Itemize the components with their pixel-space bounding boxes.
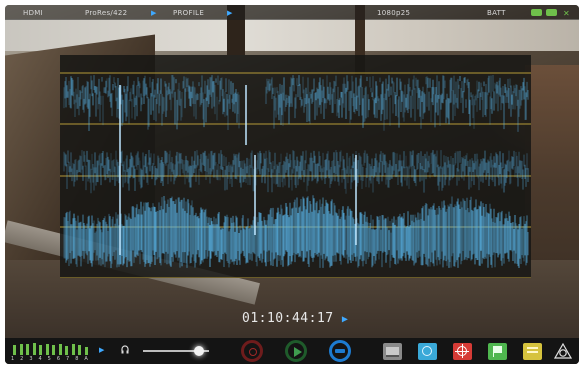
status-bar: HDMI ProRes/422 ▶ PROFILE ▶ 1080p25 BATT…	[5, 5, 579, 20]
battery-status: BATT	[487, 9, 506, 17]
marker-tool-button[interactable]	[488, 343, 507, 360]
monitor-screen: HDMI ProRes/422 ▶ PROFILE ▶ 1080p25 BATT…	[5, 5, 579, 364]
display-tool-button[interactable]	[383, 343, 402, 360]
audio-meter-bar	[84, 347, 88, 355]
triangle-right-icon: ▶	[227, 9, 233, 17]
flag-pole	[493, 346, 494, 357]
waveform-plot	[60, 72, 531, 278]
input-source[interactable]: HDMI	[23, 9, 43, 17]
volume-slider-thumb[interactable]	[194, 346, 205, 356]
menu-tool-button[interactable]	[523, 343, 542, 360]
triangle-right-icon: ▶	[341, 314, 349, 325]
waveform-overlay[interactable]	[60, 55, 531, 278]
audio-meter-bar	[26, 344, 29, 355]
triangle-right-icon[interactable]: ▶	[99, 346, 105, 354]
volume-slider[interactable]	[143, 350, 209, 352]
flag-icon	[494, 346, 502, 353]
focus-icon	[422, 346, 432, 356]
headphones-icon	[121, 345, 129, 354]
resolution-label: 1080p25	[377, 9, 411, 17]
triangle-right-icon: ▶	[151, 9, 157, 17]
display-icon	[386, 347, 399, 357]
audio-meter-bar	[52, 345, 55, 355]
record-icon	[249, 348, 257, 356]
battery-icon	[546, 9, 557, 16]
audio-meter-bar	[19, 344, 23, 355]
audio-meter-bar	[32, 343, 36, 355]
bottom-toolbar: 1 2 3 4 5 6 7 8 A ▶	[5, 338, 579, 364]
audio-meter-bar	[13, 345, 16, 355]
atomos-logo-icon[interactable]	[554, 343, 572, 360]
close-icon[interactable]: ✕	[563, 9, 571, 18]
scene-pole	[355, 5, 365, 75]
play-icon	[294, 347, 302, 357]
monitor-icon	[335, 349, 345, 353]
audio-meter-bar	[65, 346, 68, 355]
audio-meter-bar	[45, 344, 49, 355]
audio-channel-labels: 1 2 3 4 5 6 7 8 A	[11, 356, 90, 362]
timecode-display[interactable]: 01:10:44:17 ▶	[242, 311, 348, 326]
codec-label[interactable]: ProRes/422	[85, 9, 128, 17]
crosshair-line	[462, 344, 463, 358]
audio-meter-bar	[58, 344, 62, 355]
monitor-mode-button[interactable]	[329, 340, 351, 362]
play-button[interactable]	[285, 340, 307, 362]
audio-meter-bar	[78, 345, 81, 355]
audio-meter-bar	[39, 345, 42, 355]
audio-meter-bar	[71, 344, 75, 355]
timecode-value: 01:10:44:17	[242, 311, 334, 326]
menu-icon	[527, 347, 538, 349]
profile-label[interactable]: PROFILE	[173, 9, 205, 17]
focus-tool-button[interactable]	[418, 343, 437, 360]
record-button[interactable]	[241, 340, 263, 362]
battery-icon	[531, 9, 542, 16]
crosshair-tool-button[interactable]	[453, 343, 472, 360]
